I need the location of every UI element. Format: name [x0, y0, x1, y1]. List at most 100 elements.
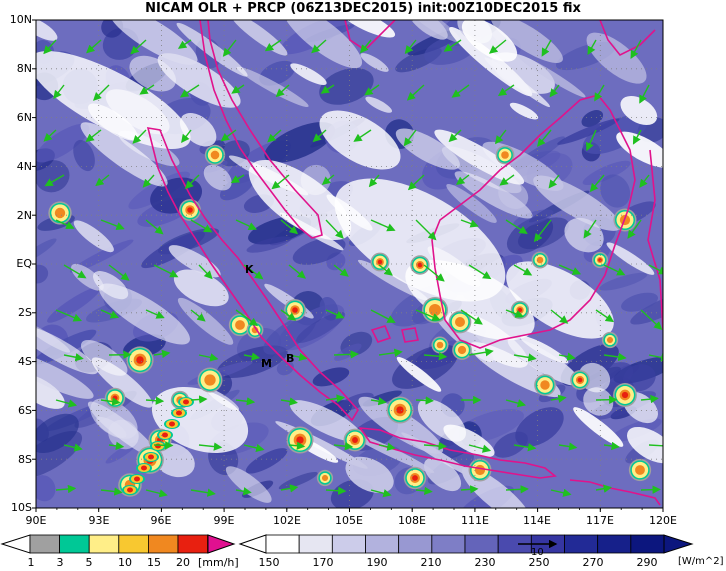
cloud-streak [573, 407, 624, 447]
wind-arrow [311, 39, 327, 54]
olr-cell [582, 160, 631, 186]
precip-cb-unit: [mm/h] [198, 556, 239, 569]
precip-cb-label: 3 [56, 556, 64, 569]
cloud-streak [396, 356, 442, 392]
precip-cell [403, 466, 427, 490]
precip-cell [468, 458, 492, 482]
olr-cell [334, 343, 362, 361]
lat-label-6S: 6S [18, 404, 32, 417]
wind-arrow [353, 129, 372, 142]
lon-label-96E: 96E [150, 514, 172, 527]
rainband-cell [143, 452, 159, 462]
wind-arrow [415, 396, 434, 405]
olr-colorbar-cell [365, 534, 400, 554]
wind-arrow [325, 486, 347, 495]
station-marker-m: M [261, 357, 272, 370]
precip-cell [613, 383, 637, 407]
cloud-streak [345, 456, 394, 493]
precip-colorbar-cell [147, 534, 179, 554]
cloud-streak [533, 175, 621, 231]
lat-label-10N: 10N [9, 13, 32, 26]
wind-arrow [230, 174, 245, 184]
wind-arrow [595, 484, 612, 493]
precip-colorbar-cell [177, 534, 209, 554]
precip-cell [534, 374, 556, 396]
wind-arrow [415, 486, 433, 496]
olr-cell [278, 472, 318, 490]
wind-arrow [360, 39, 372, 54]
lat-label-EQ: EQ [16, 257, 32, 270]
cloud-streak [517, 54, 586, 98]
wind-arrow [280, 484, 299, 493]
olr-cell [36, 238, 57, 265]
lat-label-2N: 2N [16, 209, 32, 222]
wind-arrow [603, 352, 627, 362]
cloud-region [506, 261, 614, 339]
precip-cb-label: 1 [27, 556, 35, 569]
lat-label-2S: 2S [18, 306, 32, 319]
cloud-streak [290, 63, 327, 86]
wind-arrow [378, 348, 403, 357]
wind-arrow [558, 442, 578, 451]
wind-arrow [108, 264, 130, 281]
wind-arrow [235, 487, 252, 496]
precip-cb-label: 20 [176, 556, 190, 569]
wind-arrow [586, 129, 597, 152]
cloud-streak [358, 396, 444, 454]
olr-colorbar-cell [597, 534, 632, 554]
wind-arrow [505, 399, 527, 408]
precip-cell [228, 313, 252, 337]
coastlines [146, 20, 663, 506]
wind-arrow [640, 394, 659, 404]
lon-label-93E: 93E [88, 514, 110, 527]
wind-arrow [275, 84, 290, 98]
wind-arrow [378, 442, 396, 451]
precip-cb-label: 5 [85, 556, 93, 569]
station-marker-k: K [245, 263, 254, 276]
wind-arrow [198, 353, 219, 362]
wind-arrow [378, 264, 393, 276]
wind-arrow [423, 441, 447, 451]
wind-arrow [640, 485, 661, 494]
wind-arrow [264, 39, 282, 52]
wind-arrow [455, 174, 470, 186]
wind-arrow [177, 39, 192, 49]
wind-arrow [100, 309, 119, 319]
wind-arrow [370, 397, 387, 406]
precip-cell [495, 145, 515, 165]
cloud-streak [461, 20, 518, 62]
precip-cell [104, 387, 126, 409]
wind-arrow [640, 309, 663, 330]
wind-arrow [93, 84, 110, 101]
olr-cb-label: 190 [366, 556, 388, 569]
wind-arrow [550, 309, 569, 324]
olr-cell [319, 68, 374, 105]
wind-arrow [460, 219, 479, 228]
wind-arrow [595, 309, 615, 323]
cloud-region [248, 159, 352, 241]
rainband-cell [164, 419, 180, 429]
olr-colorbar-cell [630, 534, 665, 554]
wind-arrow [100, 487, 123, 496]
wind-arrow [333, 441, 354, 451]
wind-arrow [415, 309, 441, 321]
wind-arrow [513, 353, 537, 362]
wind-arrow [548, 174, 560, 189]
precip-colorbar-left-arrow [0, 534, 31, 554]
cloud-streak [402, 20, 461, 43]
cloud-streak [36, 325, 98, 375]
cloud-streak [236, 66, 309, 108]
wind-arrow [43, 39, 57, 55]
wind-arrow [333, 350, 359, 359]
precip-cell [197, 367, 223, 393]
wind-arrow [407, 174, 425, 191]
wind-arrow [639, 174, 650, 188]
wind-arrow [460, 309, 483, 325]
cloud-streak [36, 20, 58, 41]
precip-cell [284, 299, 306, 321]
wind-arrow [190, 219, 213, 233]
lon-label-90E: 90E [25, 514, 47, 527]
wind-arrow [505, 485, 529, 494]
olr-colorbar-cell [331, 534, 366, 554]
lat-label-8N: 8N [16, 62, 32, 75]
